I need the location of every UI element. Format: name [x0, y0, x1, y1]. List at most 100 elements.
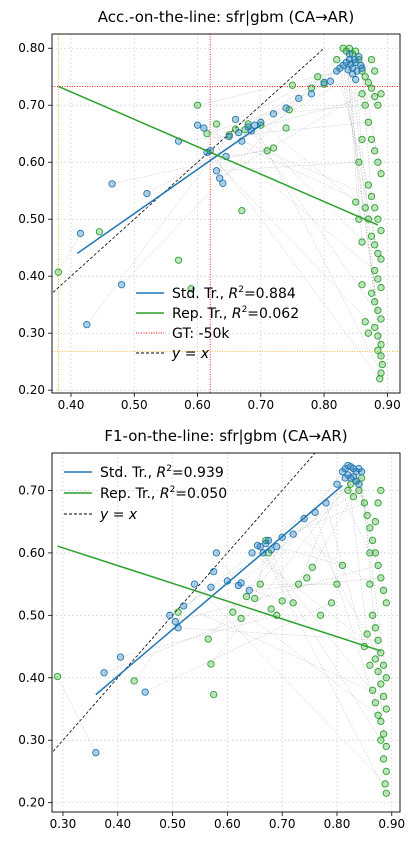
chart-1-rep-point-63 [374, 711, 382, 719]
chart-0-rep-point-26 [352, 47, 360, 55]
chart-1-connector-6 [178, 627, 379, 641]
chart-0-rep-point-5 [203, 130, 211, 138]
chart-0-std-point-23 [282, 104, 290, 112]
chart-0-ytick-label-1: 0.30 [18, 326, 45, 340]
chart-0-connector-42 [355, 79, 382, 356]
chart-0-rep-point-0 [54, 268, 62, 276]
chart-1-connector-16 [251, 552, 381, 653]
chart-1-connector-2 [120, 615, 277, 658]
chart-1-connector-22 [270, 549, 294, 603]
chart-0-rep-point-40 [364, 181, 373, 189]
chart-0-connector-36 [311, 62, 356, 89]
chart-0-std-point-2 [108, 180, 116, 188]
chart-0-std-point-41 [348, 70, 357, 78]
chart-0-xtick-label-3: 0.70 [247, 398, 274, 412]
chart-1-connector-10 [134, 571, 214, 682]
chart-1-rep-point-51 [377, 717, 385, 726]
chart-1-rep-point-20 [316, 611, 325, 619]
chart-0-connector-31 [345, 62, 383, 365]
chart-0-std-point-24 [295, 94, 303, 103]
chart-0-rep-point-13 [263, 147, 271, 155]
chart-0-connector-32 [349, 59, 363, 243]
chart-0-ytick-label-4: 0.60 [18, 155, 45, 169]
chart-1-std-point-18 [256, 543, 264, 551]
chart-0-rep-point-63 [376, 375, 384, 383]
chart-0-rep-point-48 [377, 255, 385, 263]
chart-0-xtick-label-5: 0.90 [374, 398, 401, 412]
chart-1-rep-point-57 [382, 789, 390, 797]
chart-1-rep-point-3 [204, 635, 212, 643]
chart-0-rep-point-52 [367, 289, 376, 297]
chart-1-legend-label-2: y = x [99, 507, 138, 523]
chart-0-connector-6 [197, 124, 375, 209]
chart-0-connector-7 [203, 127, 375, 271]
chart-1-std-point-3 [141, 688, 149, 696]
chart-0-rep-point-14 [269, 144, 278, 152]
chart-0-connector-19 [251, 130, 382, 320]
chart-0-std-point-26 [320, 78, 328, 87]
chart-1-connector-14 [240, 477, 362, 584]
chart-1-std-point-1 [100, 669, 108, 677]
chart-0-rep-point-41 [367, 192, 376, 201]
chart-1-connector-23 [276, 546, 343, 566]
chart-0-rep-point-75 [367, 55, 376, 64]
chart-0-rep-point-64 [358, 281, 366, 289]
chart-0-plot-area [52, 34, 400, 393]
chart-0-std-point-3 [117, 281, 126, 289]
chart-0-std-point-27 [326, 77, 335, 85]
chart-0-rep-point-1 [95, 228, 104, 236]
chart-1-rep-point-1 [130, 677, 138, 685]
chart-0-rep-point-77 [358, 90, 366, 98]
chart-0-rep-point-33 [374, 101, 382, 109]
chart-0-rep-point-53 [371, 298, 379, 306]
chart-1-rep-point-26 [349, 493, 358, 501]
chart-1-std-point-7 [179, 602, 188, 610]
chart-1-rep-point-59 [363, 630, 371, 638]
chart-0-legend-label-2: GT: -50k [172, 326, 230, 342]
chart-1-rep-point-55 [382, 767, 390, 776]
chart-1-xtick-label-4: 0.70 [269, 817, 296, 831]
chart-1-rep-point-66 [371, 518, 379, 526]
chart-0-rep-point-70 [355, 158, 363, 166]
chart-0-rep-point-69 [352, 198, 360, 206]
chart-0-rep-point-60 [377, 352, 385, 360]
chart-0-rep-point-62 [377, 369, 385, 377]
chart-0-std-point-22 [269, 110, 278, 118]
chart-1-connector-18 [260, 546, 387, 794]
chart-1-std-point-21 [264, 536, 273, 545]
chart-1-rep-point-49 [379, 692, 388, 701]
chart-0-frame [51, 33, 401, 394]
chart-0-connector-43 [347, 69, 360, 220]
chart-0-rep-point-58 [377, 340, 385, 349]
chart-0-std-point-0 [76, 229, 85, 238]
chart-1-rep-point-4 [207, 660, 215, 668]
chart-1-xtick-label-5: 0.80 [324, 817, 351, 831]
chart-1-rep-point-13 [267, 605, 275, 613]
chart-0-legend-label-3: y = x [171, 346, 210, 362]
chart-1-rep-point-0 [53, 672, 62, 681]
chart-1-rep-point-17 [294, 580, 303, 588]
chart-0-std-point-7 [200, 124, 208, 132]
chart-1-rep-point-53 [382, 742, 390, 751]
chart-1-connector-41 [265, 480, 357, 541]
chart-0-connector-13 [225, 150, 268, 157]
chart-1-rep-point-46 [371, 655, 379, 663]
chart-1-std-point-14 [237, 579, 245, 587]
chart-0-legend-label-1: Rep. Tr., R2=0.062 [172, 305, 299, 322]
chart-1-std-point-29 [333, 480, 341, 488]
chart-1-connector-8 [194, 583, 386, 785]
chart-1-rep-point-39 [366, 580, 374, 588]
chart-1-rep-point-62 [371, 699, 379, 707]
chart-0-xtick-label-0: 0.40 [58, 398, 85, 412]
chart-1-rep-point-23 [338, 561, 347, 570]
chart-1-std-point-10 [210, 567, 218, 576]
chart-0-rep-point-66 [364, 329, 373, 337]
chart-0-rep-point-76 [361, 101, 369, 109]
chart-0-connector-16 [238, 93, 382, 133]
panel-accuracy: Acc.-on-the-line: sfr|gbm (CA→AR) 0.40 0.5… [18, 8, 400, 412]
chart-0-std-point-14 [225, 132, 233, 141]
chart-1-rep-point-18 [303, 574, 311, 582]
chart-1-rep-point-61 [368, 686, 377, 694]
chart-1-connector-17 [257, 545, 387, 710]
chart-1-rep-point-36 [377, 574, 385, 582]
